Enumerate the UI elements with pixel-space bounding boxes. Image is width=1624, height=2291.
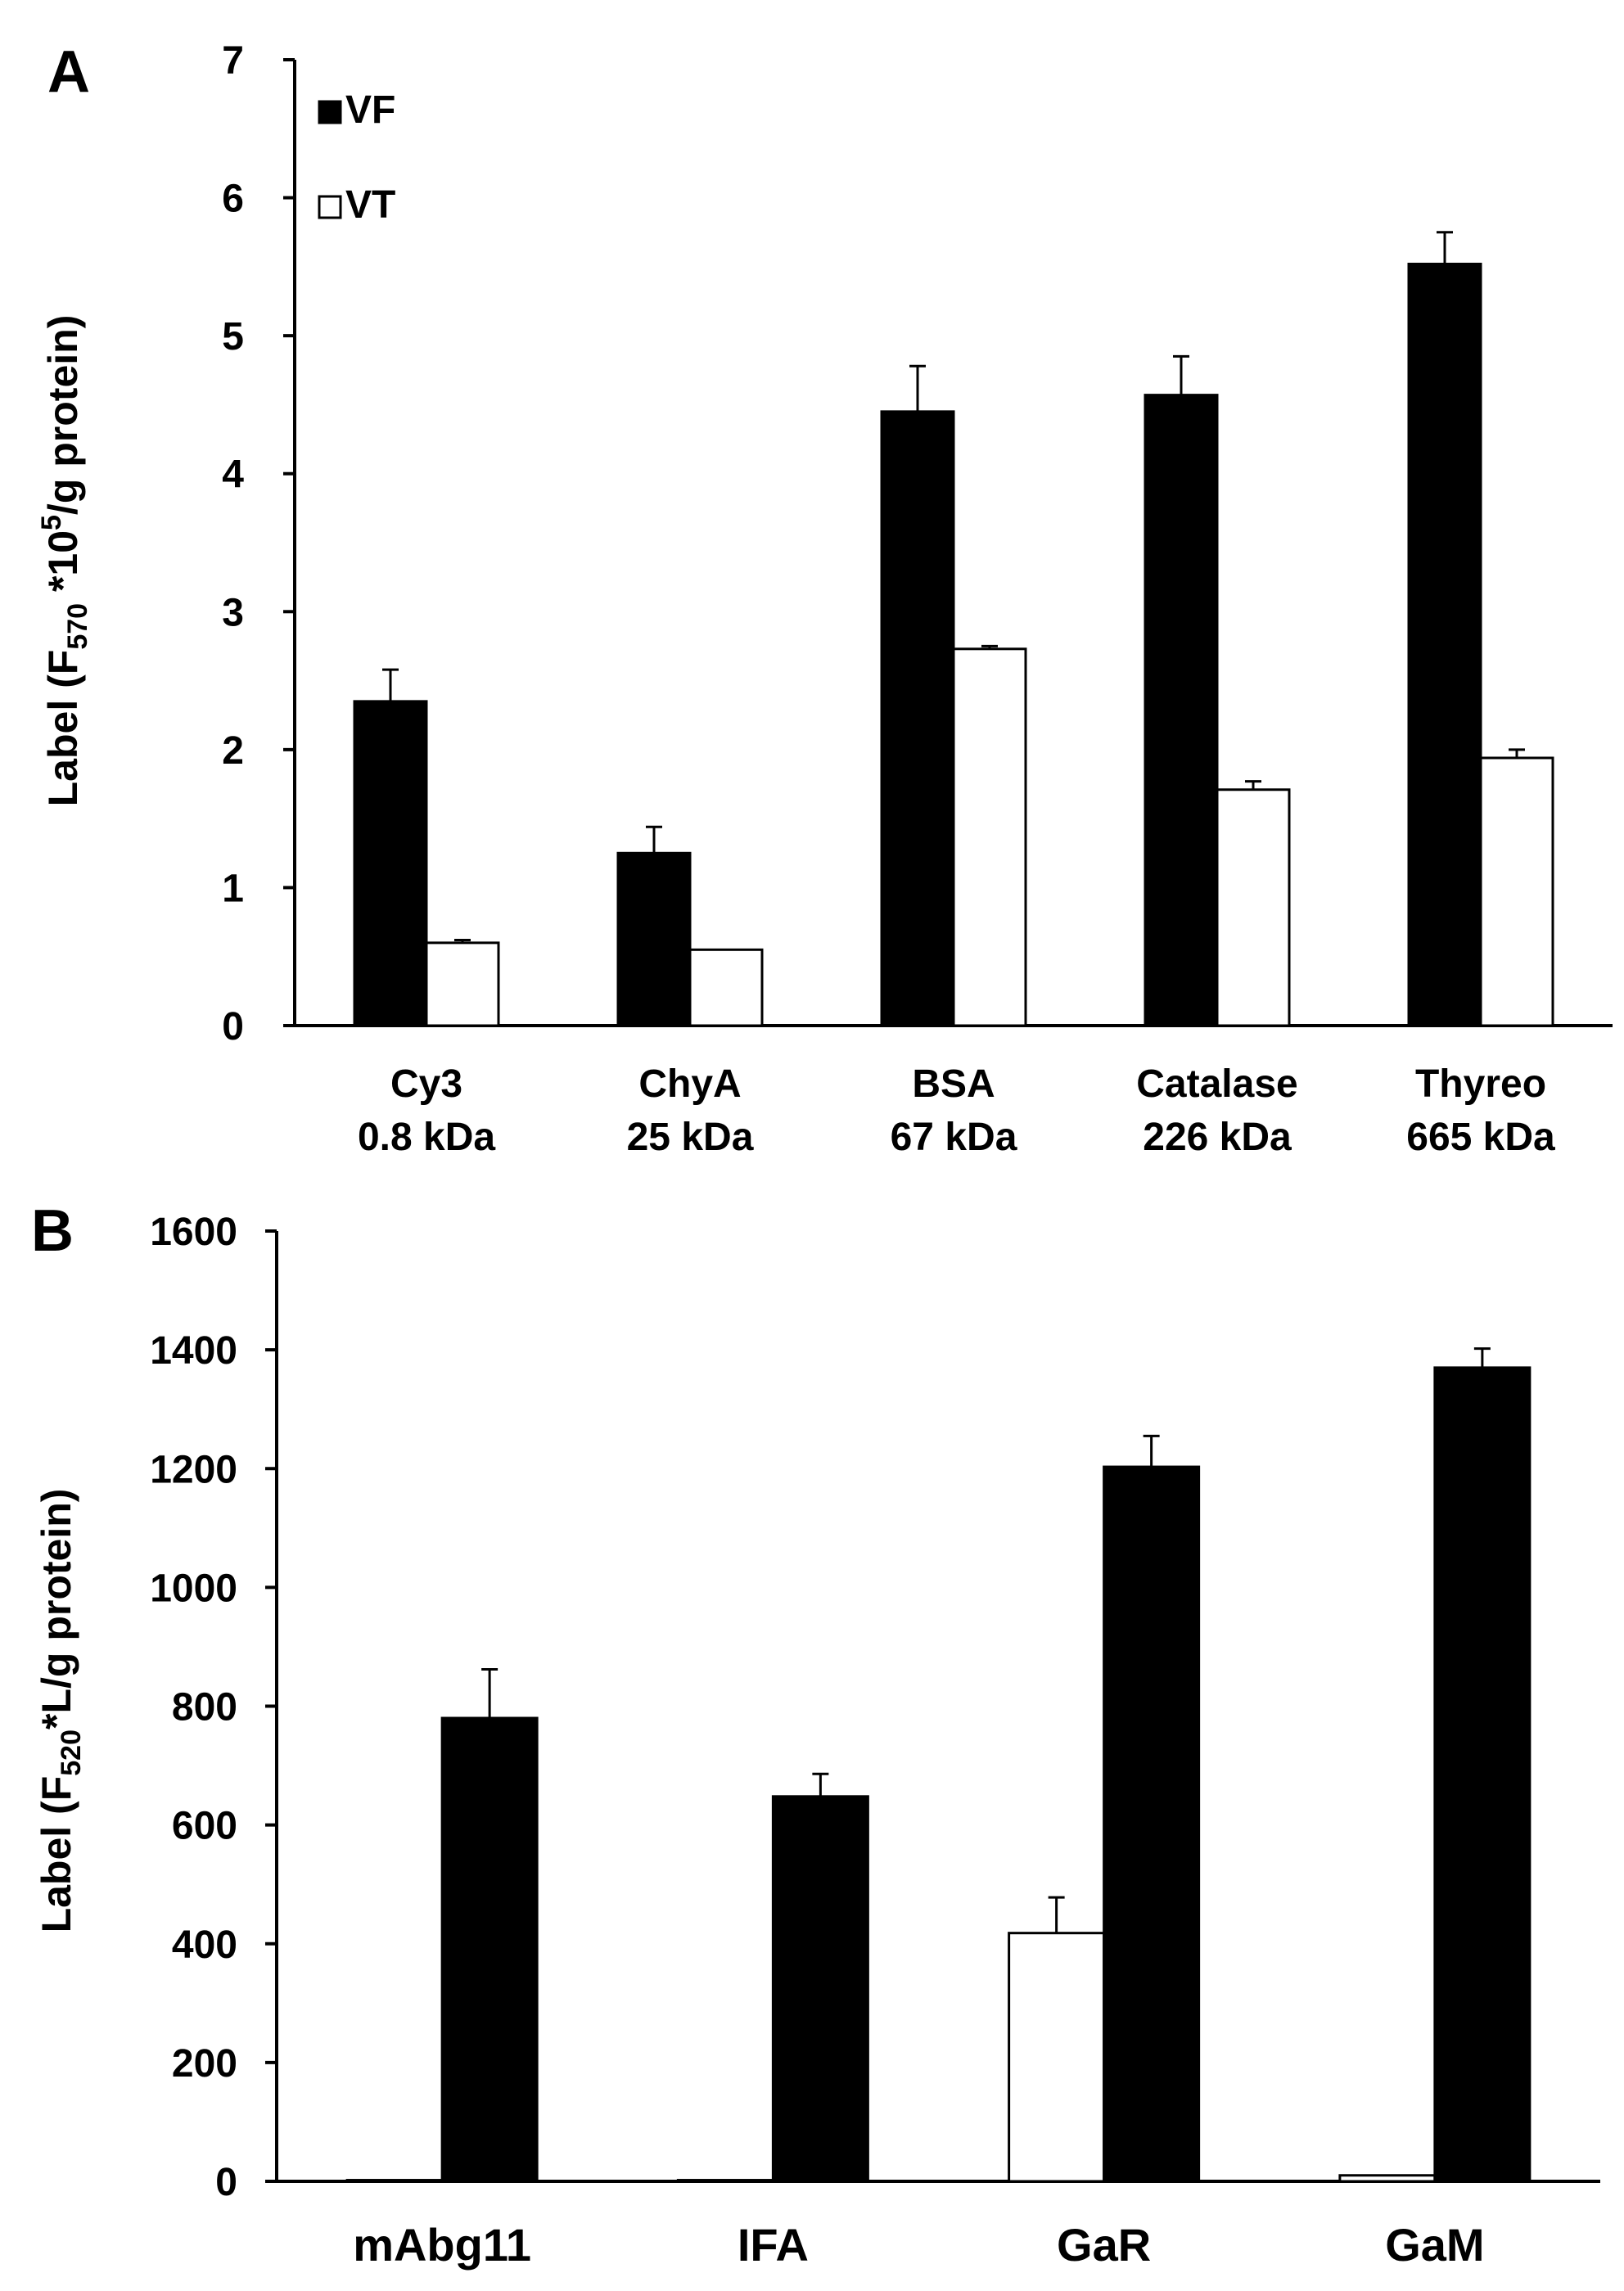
- legend-label-vt: VT: [345, 183, 395, 227]
- bar-vt: [1008, 1932, 1106, 2183]
- bar-vf: [1433, 1366, 1532, 2183]
- y-tick-label: 1000: [150, 1567, 237, 1610]
- bar-vf: [880, 410, 955, 1027]
- bar-vf: [1407, 262, 1482, 1027]
- y-tick-label: 0: [215, 2161, 237, 2204]
- bar-vt: [425, 941, 500, 1027]
- bar-vf: [440, 1716, 539, 2183]
- x-category-label: GaM: [1385, 2219, 1484, 2271]
- legend-swatch-vf: [318, 100, 342, 124]
- y-tick-label: 7: [222, 39, 244, 83]
- x-category-label: ChyA: [638, 1062, 741, 1106]
- x-category-label: mAbg11: [353, 2219, 531, 2271]
- bar-vt: [1216, 788, 1291, 1027]
- x-category-label: BSA: [912, 1062, 995, 1106]
- x-category-label: IFA: [738, 2219, 809, 2271]
- bar-vf: [616, 851, 692, 1027]
- bar-vt: [1338, 2174, 1437, 2183]
- y-tick-label: 1600: [150, 1211, 237, 1254]
- y-axis-label-a: Label (F570 *105/g protein): [36, 315, 93, 807]
- panel-label-a: A: [47, 39, 90, 105]
- x-category-sublabel: 0.8 kDa: [358, 1116, 495, 1159]
- bar-vf: [1144, 394, 1219, 1027]
- bar-vt: [1479, 756, 1554, 1027]
- y-tick-label: 600: [172, 1805, 237, 1848]
- x-category-label: Catalase: [1136, 1062, 1297, 1106]
- bar-vf: [353, 700, 428, 1027]
- x-category-label: Cy3: [390, 1062, 462, 1106]
- y-tick-label: 200: [172, 2042, 237, 2086]
- y-tick-label: 1200: [150, 1448, 237, 1491]
- y-tick-label: 800: [172, 1686, 237, 1730]
- chart-marks-a: 0 1 2 3 4 5 6 7 Cy3 0.8 kDa ChyA 25 kDa BSA 67 kDa Cat…: [222, 39, 1613, 1159]
- y-tick-label: 1400: [150, 1329, 237, 1373]
- y-tick-label: 4: [222, 453, 244, 497]
- x-category-sublabel: 67 kDa: [891, 1116, 1017, 1159]
- y-tick-label: 1: [222, 867, 244, 910]
- panel-a: A Label (F570 *105/g protein) VF VT 0 1 2 3…: [36, 39, 1613, 1159]
- y-tick-label: 400: [172, 1923, 237, 1967]
- bar-vf: [771, 1795, 869, 2183]
- y-tick-label: 3: [222, 591, 244, 634]
- x-category-sublabel: 25 kDa: [627, 1116, 754, 1159]
- chart-marks-b: 0 200 400 600 800 1000 1200 1400 1600 mAbg11 IFA Ga…: [150, 1211, 1600, 2271]
- y-tick-label: 0: [222, 1005, 244, 1049]
- y-tick-label: 6: [222, 178, 244, 221]
- x-category-label: Thyreo: [1415, 1062, 1546, 1106]
- y-tick-label: 2: [222, 729, 244, 773]
- bar-vt: [688, 948, 764, 1027]
- x-category-sublabel: 665 kDa: [1406, 1116, 1555, 1159]
- bar-vt: [952, 647, 1027, 1027]
- legend-a: VF VT: [318, 88, 395, 227]
- x-category-label: GaR: [1057, 2219, 1151, 2271]
- x-category-sublabel: 226 kDa: [1143, 1116, 1292, 1159]
- panel-b: B Label (F520*L/g protein) 0 200 400 600 800…: [31, 1198, 1600, 2271]
- panel-label-b: B: [31, 1198, 74, 1264]
- y-axis-label-b: Label (F520*L/g protein): [34, 1489, 87, 1933]
- legend-swatch-vt: [318, 195, 342, 219]
- bar-vf: [1103, 1465, 1201, 2183]
- legend-label-vf: VF: [345, 88, 395, 132]
- y-tick-label: 5: [222, 315, 244, 359]
